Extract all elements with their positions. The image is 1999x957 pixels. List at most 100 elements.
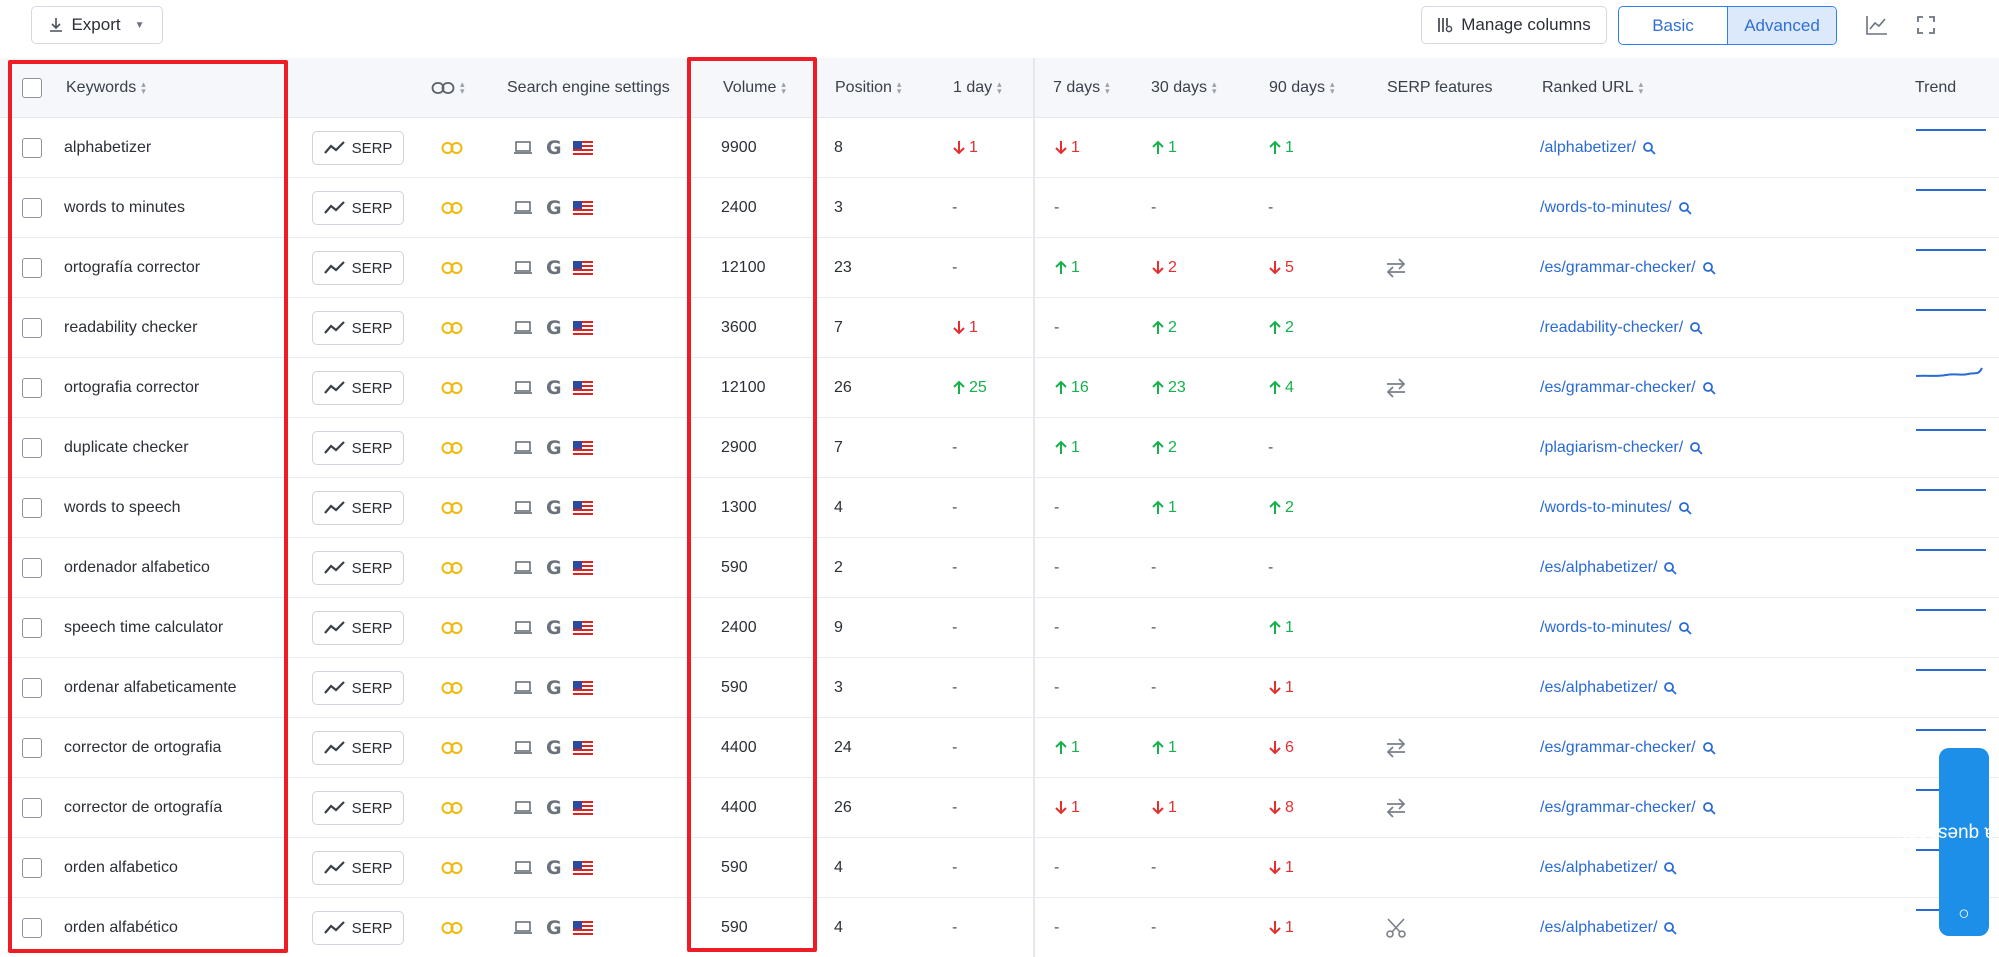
link-icon[interactable]	[441, 598, 463, 658]
row-checkbox[interactable]	[22, 658, 42, 718]
link-icon[interactable]	[441, 898, 463, 957]
basic-view-button[interactable]: Basic	[1652, 15, 1694, 35]
link-icon[interactable]	[441, 478, 463, 538]
ranked-url-link[interactable]: /words-to-minutes/	[1540, 619, 1672, 636]
search-icon[interactable]	[1663, 921, 1678, 935]
serp-button[interactable]: SERP	[312, 551, 404, 585]
search-icon[interactable]	[1678, 501, 1692, 515]
row-checkbox[interactable]	[22, 298, 42, 358]
ranked-url-cell[interactable]: /alphabetizer/	[1540, 118, 1656, 178]
search-icon[interactable]	[1702, 261, 1716, 275]
serp-button[interactable]: SERP	[312, 191, 404, 225]
row-checkbox[interactable]	[22, 538, 42, 598]
row-checkbox[interactable]	[22, 778, 42, 838]
link-icon[interactable]	[441, 418, 463, 478]
ranked-url-link[interactable]: /es/alphabetizer/	[1540, 559, 1658, 576]
link-icon[interactable]	[441, 118, 463, 178]
column-header-1-day[interactable]: 1 day ▴ ▾	[953, 58, 1005, 118]
search-icon[interactable]	[1678, 621, 1692, 635]
search-icon[interactable]	[1663, 681, 1678, 695]
ranked-url-cell[interactable]: /es/grammar-checker/	[1540, 358, 1716, 418]
row-checkbox[interactable]	[22, 598, 42, 658]
row-checkbox[interactable]	[22, 418, 42, 478]
ranked-url-cell[interactable]: /words-to-minutes/	[1540, 598, 1692, 658]
ranked-url-cell[interactable]: /es/alphabetizer/	[1540, 898, 1678, 957]
search-icon[interactable]	[1702, 741, 1716, 755]
ranked-url-link[interactable]: /es/grammar-checker/	[1540, 739, 1696, 756]
ranked-url-link[interactable]: /es/grammar-checker/	[1540, 379, 1696, 396]
serp-button[interactable]: SERP	[312, 611, 404, 645]
serp-button[interactable]: SERP	[312, 491, 404, 525]
link-icon[interactable]	[441, 658, 463, 718]
search-icon[interactable]	[1702, 801, 1716, 815]
chart-trend-icon[interactable]	[1864, 12, 1890, 38]
ranked-url-link[interactable]: /es/grammar-checker/	[1540, 799, 1696, 816]
link-icon[interactable]	[441, 238, 463, 298]
ranked-url-link[interactable]: /es/alphabetizer/	[1540, 919, 1658, 936]
serp-button[interactable]: SERP	[312, 371, 404, 405]
serp-button[interactable]: SERP	[312, 851, 404, 885]
ranked-url-cell[interactable]: /words-to-minutes/	[1540, 478, 1692, 538]
search-icon[interactable]	[1702, 381, 1716, 395]
link-icon[interactable]	[441, 358, 463, 418]
link-icon[interactable]	[441, 298, 463, 358]
column-header-7-days[interactable]: 7 days ▴ ▾	[1053, 58, 1113, 118]
manage-columns-button[interactable]: Manage columns	[1421, 6, 1607, 44]
chat-widget-button[interactable]: ○ Got a question?	[1897, 748, 1999, 936]
serp-button[interactable]: SERP	[312, 671, 404, 705]
ranked-url-cell[interactable]: /es/alphabetizer/	[1540, 838, 1678, 898]
row-checkbox[interactable]	[22, 178, 42, 238]
column-header-link[interactable]: ▴ ▾	[431, 58, 468, 118]
ranked-url-link[interactable]: /es/alphabetizer/	[1540, 679, 1658, 696]
search-icon[interactable]	[1689, 441, 1703, 455]
serp-button[interactable]: SERP	[312, 731, 404, 765]
ranked-url-cell[interactable]: /plagiarism-checker/	[1540, 418, 1703, 478]
link-icon[interactable]	[441, 778, 463, 838]
ranked-url-link[interactable]: /es/alphabetizer/	[1540, 859, 1658, 876]
ranked-url-link[interactable]: /words-to-minutes/	[1540, 499, 1672, 516]
row-checkbox[interactable]	[22, 898, 42, 957]
row-checkbox[interactable]	[22, 238, 42, 298]
search-icon[interactable]	[1678, 201, 1692, 215]
search-icon[interactable]	[1689, 321, 1703, 335]
ranked-url-link[interactable]: /words-to-minutes/	[1540, 199, 1672, 216]
serp-button[interactable]: SERP	[312, 431, 404, 465]
ranked-url-link[interactable]: /alphabetizer/	[1540, 139, 1637, 156]
link-icon[interactable]	[441, 538, 463, 598]
search-icon[interactable]	[1663, 561, 1678, 575]
serp-button[interactable]: SERP	[312, 251, 404, 285]
link-icon[interactable]	[441, 178, 463, 238]
ranked-url-cell[interactable]: /es/alphabetizer/	[1540, 538, 1678, 598]
ranked-url-cell[interactable]: /es/grammar-checker/	[1540, 238, 1716, 298]
ranked-url-cell[interactable]: /es/alphabetizer/	[1540, 658, 1678, 718]
serp-button[interactable]: SERP	[312, 911, 404, 945]
advanced-view-button[interactable]: Advanced	[1727, 7, 1836, 44]
column-header-position[interactable]: Position ▴ ▾	[835, 58, 905, 118]
search-icon[interactable]	[1663, 861, 1678, 875]
fullscreen-icon[interactable]	[1913, 12, 1939, 38]
serp-button[interactable]: SERP	[312, 791, 404, 825]
row-checkbox[interactable]	[22, 718, 42, 778]
row-checkbox[interactable]	[22, 478, 42, 538]
serp-button[interactable]: SERP	[312, 131, 404, 165]
serp-button[interactable]: SERP	[312, 311, 404, 345]
ranked-url-link[interactable]: /plagiarism-checker/	[1540, 439, 1684, 456]
column-header-90-days[interactable]: 90 days ▴ ▾	[1269, 58, 1338, 118]
row-checkbox[interactable]	[22, 838, 42, 898]
link-icon[interactable]	[441, 838, 463, 898]
search-icon[interactable]	[1642, 141, 1656, 155]
column-header-volume[interactable]: Volume ▴ ▾	[723, 58, 789, 118]
column-header-keywords[interactable]: Keywords ▴ ▾	[66, 58, 149, 118]
ranked-url-cell[interactable]: /es/grammar-checker/	[1540, 778, 1716, 838]
column-header-30-days[interactable]: 30 days ▴ ▾	[1151, 58, 1220, 118]
ranked-url-cell[interactable]: /readability-checker/	[1540, 298, 1703, 358]
select-all-checkbox[interactable]	[22, 58, 42, 118]
ranked-url-cell[interactable]: /es/grammar-checker/	[1540, 718, 1716, 778]
ranked-url-link[interactable]: /readability-checker/	[1540, 319, 1684, 336]
export-button[interactable]: Export ▼	[31, 6, 163, 44]
ranked-url-link[interactable]: /es/grammar-checker/	[1540, 259, 1696, 276]
row-checkbox[interactable]	[22, 118, 42, 178]
ranked-url-cell[interactable]: /words-to-minutes/	[1540, 178, 1692, 238]
column-header-ranked-url[interactable]: Ranked URL ▴ ▾	[1542, 58, 1647, 118]
row-checkbox[interactable]	[22, 358, 42, 418]
